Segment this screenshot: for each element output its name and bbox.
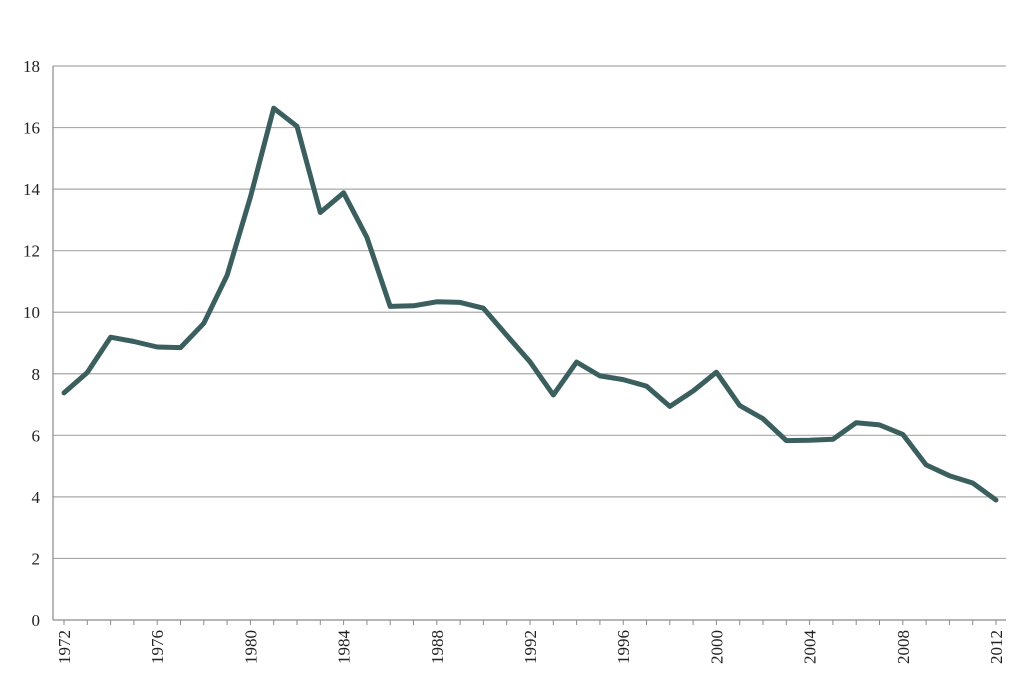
x-tick-label-2012: 2012: [987, 630, 1006, 664]
series-layer: [61, 105, 999, 503]
x-tick-label-2004: 2004: [801, 630, 820, 665]
y-tick-label-4: 4: [32, 488, 41, 507]
x-tick-label-1988: 1988: [428, 630, 447, 664]
x-tick-label-1980: 1980: [241, 630, 260, 664]
y-tick-label-10: 10: [23, 303, 40, 322]
y-tick-label-0: 0: [32, 611, 41, 630]
y-tick-label-12: 12: [23, 242, 40, 261]
y-tick-label-16: 16: [23, 119, 40, 138]
y-tick-label-8: 8: [32, 365, 41, 384]
x-tick-label-2000: 2000: [707, 630, 726, 664]
x-tick-label-1996: 1996: [614, 630, 633, 664]
gridlines: [53, 65, 1006, 560]
x-tick-label-1972: 1972: [55, 630, 74, 664]
x-tick-label-1976: 1976: [148, 630, 167, 664]
x-tick-label-1984: 1984: [335, 630, 354, 665]
x-tick-labels: 1972 1976 1980 1984 1988 1992 1996 2000 2004 2008…: [55, 630, 1006, 665]
x-tick-label-1992: 1992: [521, 630, 540, 664]
y-tick-label-2: 2: [32, 549, 41, 568]
y-tick-label-18: 18: [23, 57, 40, 76]
axes: [52, 66, 1006, 625]
y-tick-label-6: 6: [32, 426, 41, 445]
y-tick-label-14: 14: [23, 180, 41, 199]
series-line-0: [61, 105, 999, 503]
y-tick-labels: 0 2 4 6 8 10 12 14 16 18: [23, 57, 41, 630]
x-tick-label-2008: 2008: [894, 630, 913, 664]
